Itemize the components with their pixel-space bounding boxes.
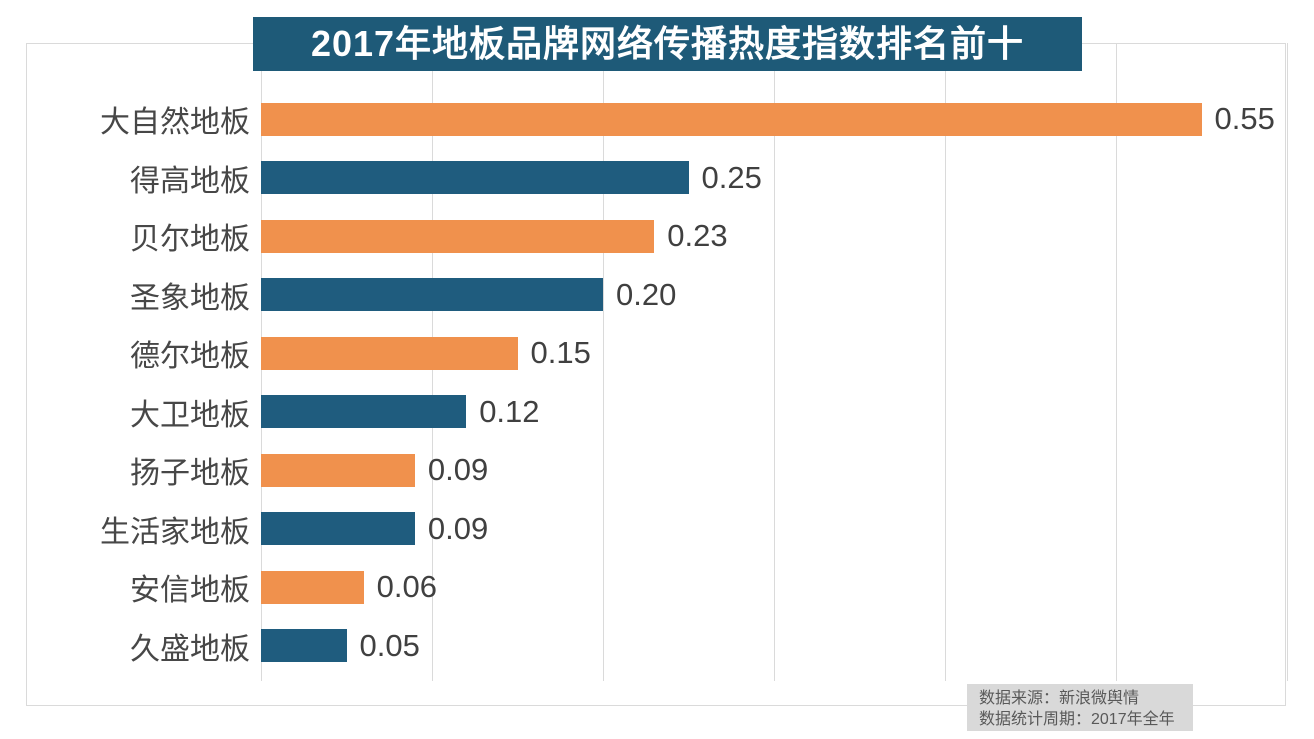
bar xyxy=(261,278,603,312)
chart-title: 2017年地板品牌网络传播热度指数排名前十 xyxy=(253,17,1082,71)
category-label: 大自然地板 xyxy=(100,106,250,140)
bar-row: 圣象地板 0.20 xyxy=(0,266,1314,325)
bar xyxy=(261,512,415,546)
bar xyxy=(261,102,1202,136)
bar-row: 安信地板 0.06 xyxy=(0,558,1314,617)
value-label: 0.09 xyxy=(427,510,489,546)
value-label: 0.05 xyxy=(359,627,420,663)
bar-row: 大自然地板 0.55 xyxy=(0,90,1314,149)
category-label: 贝尔地板 xyxy=(130,223,250,257)
source-line-2: 数据统计周期：2017年全年 xyxy=(979,711,1175,728)
gridline xyxy=(1287,43,1288,681)
bar-row: 久盛地板 0.05 xyxy=(0,617,1314,676)
category-label: 久盛地板 xyxy=(130,632,250,666)
bar-row: 得高地板 0.25 xyxy=(0,149,1314,208)
gridline xyxy=(945,43,946,681)
bar xyxy=(261,336,518,370)
bar xyxy=(261,219,655,253)
value-label: 0.15 xyxy=(530,335,591,371)
bar xyxy=(261,629,347,663)
bar xyxy=(261,161,689,195)
gridline xyxy=(603,43,604,681)
chart-rows: 大自然地板 0.55 得高地板 0.25 贝尔地板 0.23 圣象地板 0.20… xyxy=(0,90,1314,675)
bar xyxy=(261,395,467,429)
bar-row: 生活家地板 0.09 xyxy=(0,500,1314,559)
value-label: 0.55 xyxy=(1214,101,1275,137)
category-label: 生活家地板 xyxy=(100,515,250,549)
value-label: 0.09 xyxy=(427,452,489,488)
category-label: 扬子地板 xyxy=(130,457,250,491)
source-note: 数据来源：新浪微舆情 数据统计周期：2017年全年 xyxy=(967,684,1193,731)
source-line-1: 数据来源：新浪微舆情 xyxy=(979,690,1140,707)
category-label: 圣象地板 xyxy=(130,281,250,315)
bar xyxy=(261,570,364,604)
value-label: 0.06 xyxy=(376,569,437,605)
value-label: 0.20 xyxy=(616,276,677,312)
value-label: 0.23 xyxy=(667,218,728,254)
bar-row: 贝尔地板 0.23 xyxy=(0,207,1314,266)
bar-row: 德尔地板 0.15 xyxy=(0,324,1314,383)
bar-row: 大卫地板 0.12 xyxy=(0,383,1314,442)
gridline xyxy=(774,43,775,681)
bar-row: 扬子地板 0.09 xyxy=(0,441,1314,500)
value-label: 0.12 xyxy=(479,393,540,429)
bar xyxy=(261,453,415,487)
category-label: 大卫地板 xyxy=(130,398,250,432)
gridline xyxy=(1116,43,1117,681)
category-label: 德尔地板 xyxy=(130,340,250,374)
value-label: 0.25 xyxy=(701,159,762,195)
category-label: 安信地板 xyxy=(130,574,250,608)
category-label: 得高地板 xyxy=(130,164,250,198)
